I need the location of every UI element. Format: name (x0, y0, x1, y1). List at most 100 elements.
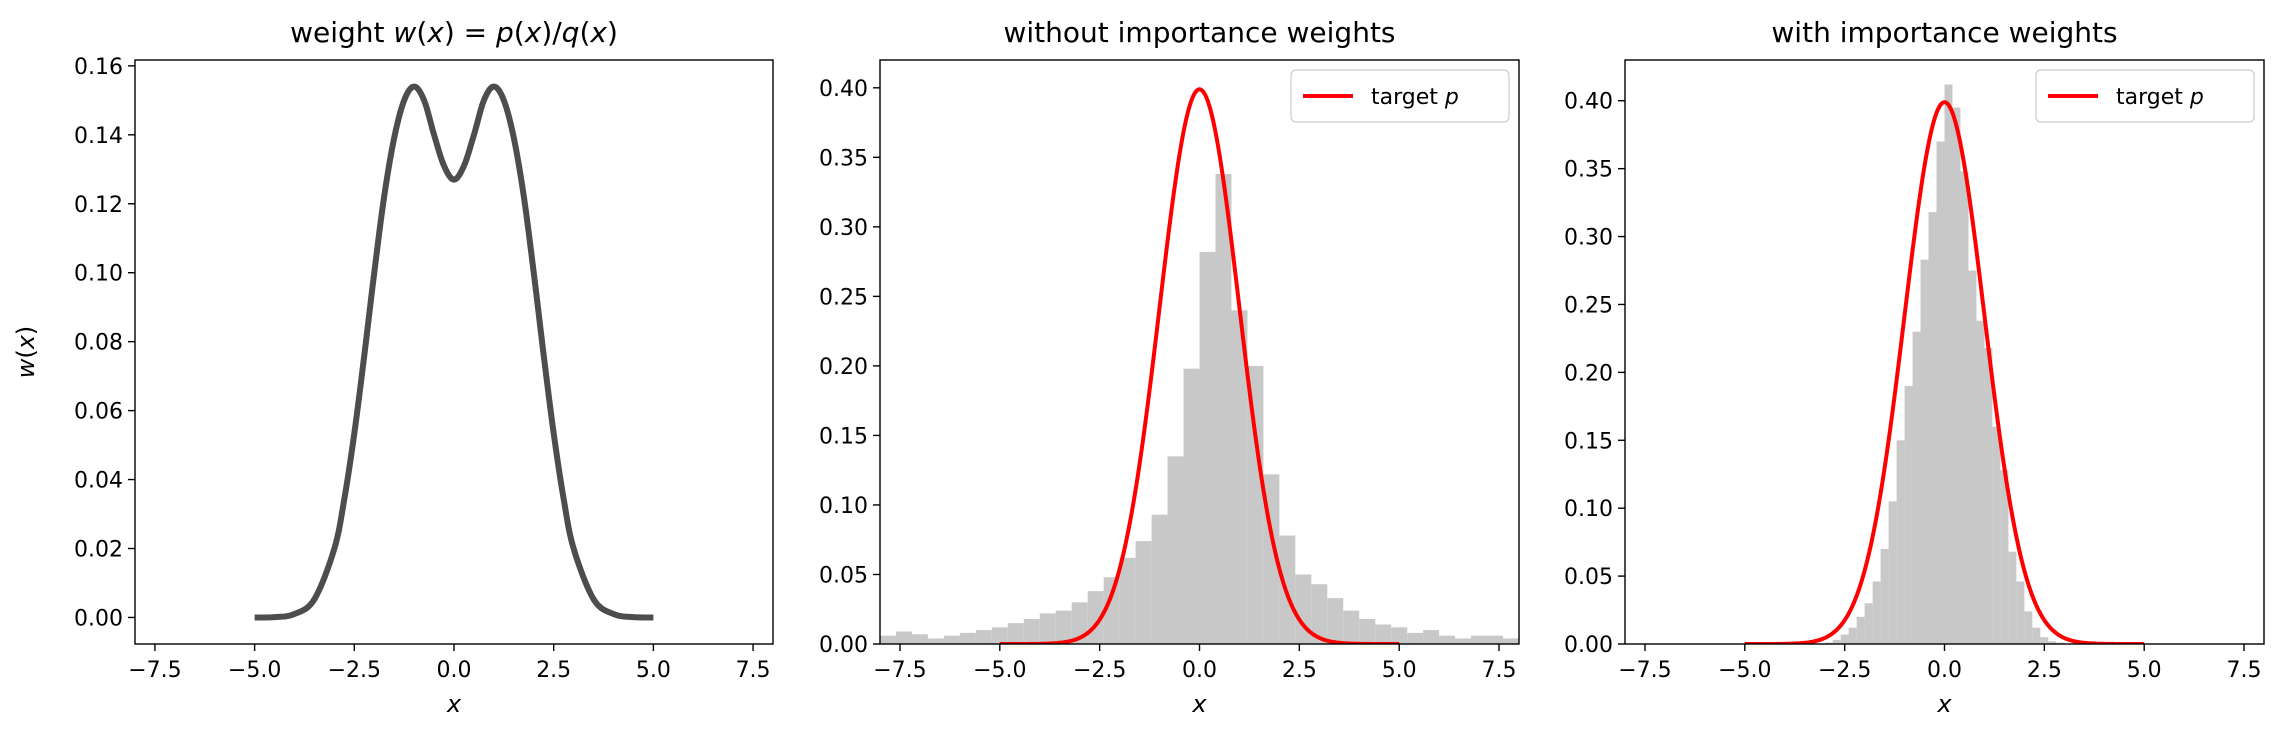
y-tick-label: 0.00 (819, 633, 868, 658)
plot-area (880, 87, 1519, 644)
y-tick-label: 0.06 (74, 400, 123, 425)
histogram-bar (1119, 557, 1136, 644)
histogram-bar (1968, 270, 1977, 644)
chart-title-2: without importance weights (1003, 16, 1395, 49)
legend-label: target p (2116, 85, 2204, 110)
histogram-bar (1992, 426, 2001, 644)
histogram-bar (911, 634, 928, 644)
histogram-bar (1135, 541, 1152, 644)
legend-label: target p (1371, 85, 1459, 110)
y-tick-label: 0.05 (819, 563, 868, 588)
chart-title-1: weight w(x) = p(x)/q(x) (290, 16, 618, 49)
x-tick-label: 0.0 (437, 658, 472, 683)
y-tick-label: 0.15 (819, 424, 868, 449)
histogram-bar (1023, 618, 1040, 644)
x-tick-label: 2.5 (536, 658, 571, 683)
histogram-bar (1888, 501, 1897, 644)
y-tick-label: 0.10 (819, 494, 868, 519)
y-tick-label: 0.15 (1564, 429, 1613, 454)
histogram-bar (1247, 365, 1264, 644)
histogram-bar (1327, 598, 1344, 644)
x-tick-label: 2.5 (1282, 658, 1317, 683)
histogram-bar (1872, 581, 1881, 644)
histogram-bar (1423, 630, 1440, 644)
histogram-bar (1928, 212, 1937, 644)
legend-box (2035, 69, 2255, 123)
histogram-bar (1391, 627, 1408, 644)
histogram-bar (1055, 610, 1072, 644)
legend-box (1290, 69, 1510, 123)
histogram-bar (1960, 171, 1969, 644)
histogram-bar (1199, 251, 1216, 644)
y-tick-label: 0.40 (819, 77, 868, 102)
histogram-bar (2032, 627, 2041, 644)
x-tick-label: −2.5 (1818, 658, 1871, 683)
x-axis-label: x (1191, 690, 1207, 718)
y-tick-label: 0.25 (819, 285, 868, 310)
y-tick-label: 0.00 (74, 606, 123, 631)
histogram-bar (1167, 456, 1184, 644)
histogram-bar (991, 627, 1008, 644)
histogram-bar (927, 638, 944, 644)
chart-panel-1: −7.5 −5.0 −2.5 0.0 2.5 5.0 7.5 0.00 0.02 0.04 0.06… (12, 16, 774, 718)
histogram-bar (880, 635, 896, 644)
plot-area (252, 83, 656, 621)
y-tick-label: 0.30 (1564, 226, 1613, 251)
histogram-bar (1487, 635, 1504, 644)
histogram-bar (1864, 603, 1873, 644)
x-tick-label: 5.0 (2127, 658, 2162, 683)
x-tick-label: 0.0 (1927, 658, 1962, 683)
histogram-bar (1952, 107, 1961, 644)
y-tick-label: 0.20 (1564, 361, 1613, 386)
histogram-bar (2016, 581, 2025, 644)
y-tick-label: 0.20 (819, 355, 868, 380)
histogram-bar (1295, 574, 1312, 644)
weight-curve (252, 83, 656, 621)
x-tick-label: 5.0 (636, 658, 671, 683)
chart-title-3: with importance weights (1771, 16, 2117, 49)
legend: target p (1290, 69, 1510, 123)
x-tick-label: −5.0 (1718, 658, 1771, 683)
histogram-bar (1215, 174, 1232, 644)
y-tick-label: 0.10 (1564, 497, 1613, 522)
histogram-bar (1896, 440, 1905, 644)
axes-frame (134, 59, 774, 645)
histogram-bar (1039, 613, 1056, 644)
x-tick-label: −2.5 (1073, 658, 1126, 683)
histogram-bar (1880, 548, 1889, 644)
histogram-bar (1455, 638, 1472, 644)
histogram-bar (959, 632, 976, 644)
x-tick-label: 7.5 (736, 658, 771, 683)
y-axis-label: w(x) (12, 326, 40, 379)
histogram-bar (1007, 623, 1024, 644)
histogram-bar (1151, 514, 1168, 644)
histogram-bar (1936, 141, 1945, 644)
y-tick-label: 0.08 (74, 331, 123, 356)
histogram-bar (1904, 385, 1913, 644)
y-tick-label: 0.04 (74, 469, 123, 494)
histogram-bar (2000, 470, 2009, 644)
histogram-bar (1840, 634, 1849, 644)
legend: target p (2035, 69, 2255, 123)
x-axis-label: x (446, 690, 462, 718)
x-tick-label: −7.5 (1618, 658, 1671, 683)
histogram-bar (2048, 641, 2057, 644)
histogram-bar (1407, 632, 1424, 644)
histogram-bar (1439, 635, 1456, 644)
histogram-bar (1311, 584, 1328, 644)
histogram-bar (1832, 639, 1841, 644)
x-tick-label: −7.5 (873, 658, 926, 683)
histogram-bar (1912, 331, 1921, 644)
histogram-bar (2024, 611, 2033, 644)
histogram-bar (1856, 616, 1865, 644)
histogram-bar (1984, 347, 1993, 644)
histogram-bar (895, 631, 912, 644)
histogram-bar (1343, 610, 1360, 644)
chart-panel-3: −7.5 −5.0 −2.5 0.0 2.5 5.0 7.5 0.00 0.05 0.10 0.15… (1564, 16, 2265, 718)
y-tick-label: 0.30 (819, 216, 868, 241)
histogram-bar (1359, 618, 1376, 644)
histogram-bar (2008, 551, 2017, 644)
y-tick-label: 0.02 (74, 538, 123, 563)
y-tick-label: 0.12 (74, 193, 123, 218)
